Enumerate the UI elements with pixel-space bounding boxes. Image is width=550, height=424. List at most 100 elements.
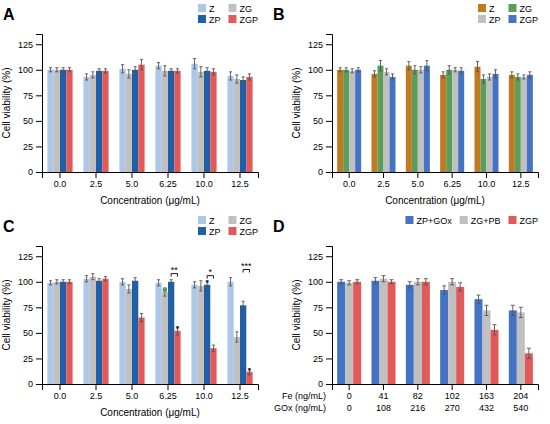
error-bar: [242, 77, 245, 83]
tick-mark: [326, 358, 332, 359]
tick-mark: [326, 95, 332, 96]
bar: [491, 330, 499, 384]
error-bar: [345, 68, 348, 72]
legend-swatch: [508, 216, 516, 224]
error-bar: [373, 71, 376, 77]
tick-label: 50: [313, 116, 323, 126]
tick-mark: [326, 146, 332, 147]
error-bar: [347, 281, 351, 285]
y-tick: 25: [313, 142, 332, 152]
y-tick: 125: [18, 40, 42, 50]
tick-label: 50: [23, 116, 33, 126]
bar: [474, 67, 480, 172]
bar: [60, 282, 66, 384]
tick-mark: [168, 384, 169, 390]
error-bar: [85, 276, 88, 282]
y-axis: 0255075100125: [308, 247, 333, 390]
error-bar: [49, 68, 52, 72]
plot-area: [337, 276, 533, 384]
tick-mark: [240, 172, 241, 178]
error-bar: [450, 279, 454, 285]
bar: [240, 80, 246, 172]
bar: [388, 282, 396, 384]
bar: [480, 79, 486, 172]
series: [60, 67, 246, 172]
plot-area: [47, 270, 252, 384]
error-bar: [488, 74, 491, 80]
error-bar: [121, 279, 124, 285]
error-bar: [519, 307, 523, 317]
legend-swatch: [508, 15, 516, 23]
series: [47, 59, 233, 172]
tick-label: 270: [445, 403, 460, 413]
y-axis: 0255075100125: [18, 247, 43, 390]
x-axis-title: GOx (ng/mL): [274, 403, 326, 413]
series: [355, 61, 533, 172]
legend-item: ZP: [198, 227, 221, 237]
bar: [487, 77, 493, 172]
x-tick: 0: [347, 384, 352, 401]
x-axis: 04182102163204: [333, 384, 539, 401]
error-bar: [425, 61, 428, 71]
tick-label: 432: [479, 403, 494, 413]
x-tick: 10.0: [195, 384, 213, 401]
bar: [191, 285, 197, 384]
bar: [509, 310, 517, 384]
y-tick: 0: [318, 379, 332, 389]
y-axis-title: Cell viability (%): [1, 67, 12, 138]
error-bar: [385, 69, 388, 75]
bar: [234, 337, 240, 384]
tick-label: 25: [313, 142, 323, 152]
tick-mark: [452, 384, 453, 390]
error-bar: [494, 70, 497, 78]
series: [47, 276, 233, 384]
x-tick: 0.0: [343, 172, 356, 189]
legend-label: ZG: [239, 4, 252, 14]
x-tick: 0.0: [54, 172, 67, 189]
y-tick: 100: [308, 65, 332, 75]
tick-label: 41: [378, 391, 388, 401]
bar: [456, 287, 464, 384]
x-tick: 5.0: [412, 172, 425, 189]
bar: [60, 70, 66, 172]
error-bar: [485, 305, 489, 315]
tick-mark: [486, 384, 487, 390]
bar: [414, 282, 422, 384]
bar: [227, 76, 233, 172]
tick-mark: [96, 172, 97, 178]
tick-mark: [36, 384, 42, 385]
tick-label: 6.25: [159, 391, 177, 401]
series: [353, 279, 533, 384]
axis-line: [326, 35, 333, 173]
bar: [406, 66, 412, 172]
legend-label: ZG: [519, 4, 532, 14]
error-bar: [339, 280, 343, 284]
tick-mark: [383, 172, 384, 178]
x-tick: 2.5: [90, 172, 103, 189]
tick-label: 125: [308, 40, 323, 50]
x-tick: 5.0: [126, 384, 139, 401]
panel-title: B: [273, 6, 285, 23]
tick-label: 0: [347, 403, 352, 413]
x-axis-title: Fe (ng/mL): [282, 391, 326, 401]
legend-item: ZG: [228, 4, 252, 14]
bar: [204, 285, 210, 384]
tick-label: 108: [376, 403, 391, 413]
tick-label: 0: [318, 167, 323, 177]
legend-label: ZG: [239, 216, 252, 226]
error-bar: [527, 348, 531, 358]
tick-label: 100: [308, 65, 323, 75]
bar: [240, 305, 246, 384]
tick-mark: [36, 256, 42, 257]
tick-label: 75: [313, 91, 323, 101]
y-tick: 125: [308, 252, 332, 262]
y-tick: 50: [23, 116, 42, 126]
tick-mark: [36, 121, 42, 122]
y-tick: 25: [23, 354, 42, 364]
error-bar: [49, 281, 52, 285]
x-tick: 41: [378, 384, 388, 401]
bar: [90, 75, 96, 172]
series: [337, 62, 515, 172]
bar: [527, 75, 533, 172]
error-bar: [199, 281, 202, 291]
